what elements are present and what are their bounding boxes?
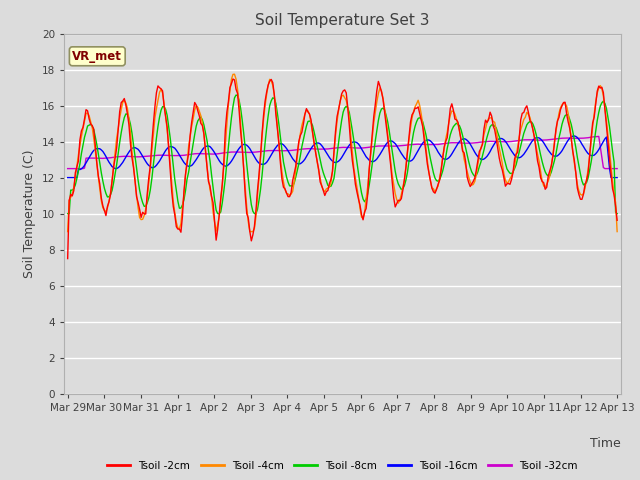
Legend: Tsoil -2cm, Tsoil -4cm, Tsoil -8cm, Tsoil -16cm, Tsoil -32cm: Tsoil -2cm, Tsoil -4cm, Tsoil -8cm, Tsoi… xyxy=(103,456,582,475)
Title: Soil Temperature Set 3: Soil Temperature Set 3 xyxy=(255,13,429,28)
X-axis label: Time: Time xyxy=(590,437,621,450)
Text: VR_met: VR_met xyxy=(72,50,122,63)
Y-axis label: Soil Temperature (C): Soil Temperature (C) xyxy=(23,149,36,278)
